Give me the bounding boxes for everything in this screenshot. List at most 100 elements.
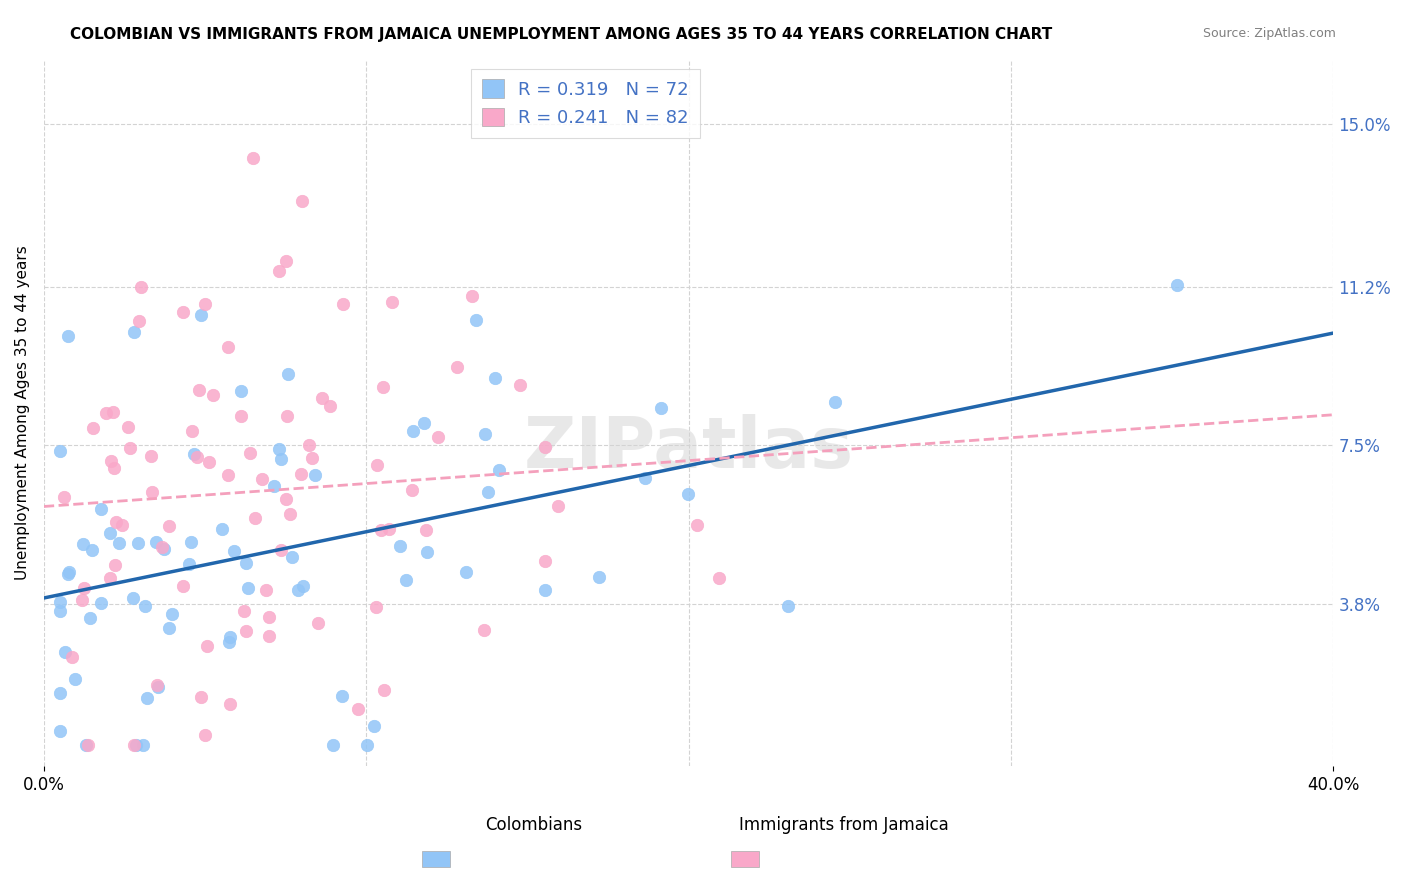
Point [73,581,96,595]
Text: Colombians: Colombians [485,816,582,834]
Point [389,539,412,553]
Point [120,441,142,455]
Point [183,447,205,461]
Point [254,582,277,597]
Point [190,308,212,322]
Point [162,607,184,621]
Point [80,543,103,558]
Point [104,515,127,529]
Point [239,446,262,460]
Point [373,379,395,393]
Point [107,536,129,550]
Point [124,325,146,339]
Point [509,378,531,392]
Text: ZIPatlas: ZIPatlas [523,414,853,483]
Point [153,541,176,556]
Point [242,151,264,165]
Text: Source: ZipAtlas.com: Source: ZipAtlas.com [1202,27,1336,40]
Point [270,542,292,557]
Point [534,583,557,598]
Point [194,297,217,311]
Point [141,449,163,463]
Point [49,686,72,700]
Point [290,467,312,482]
Point [707,570,730,584]
Point [134,599,156,613]
Point [211,522,233,536]
Point [219,698,242,712]
Point [263,478,285,492]
Point [218,630,240,644]
Point [252,472,274,486]
Point [291,194,314,208]
Point [257,610,280,624]
Point [311,391,333,405]
Point [401,483,423,497]
Text: Immigrants from Jamaica: Immigrants from Jamaica [738,816,948,834]
Point [77,738,100,752]
Point [146,678,169,692]
Point [128,314,150,328]
Point [464,313,486,327]
Point [446,360,468,375]
Point [218,634,240,648]
Point [243,511,266,525]
Point [222,543,245,558]
Point [127,536,149,550]
Point [136,690,159,705]
Point [322,738,344,752]
Point [650,401,672,416]
Point [330,689,353,703]
Point [588,570,610,584]
Point [270,452,292,467]
Point [177,557,200,571]
Point [122,738,145,752]
Point [366,458,388,472]
Point [291,579,314,593]
Point [274,253,297,268]
Point [117,420,139,434]
Point [180,534,202,549]
Point [56,328,79,343]
Point [267,263,290,277]
Point [347,702,370,716]
Point [79,611,101,625]
Point [233,604,256,618]
Point [49,444,72,458]
Point [111,517,134,532]
Point [413,417,436,431]
Point [276,409,298,423]
Point [287,583,309,598]
Point [235,556,257,570]
Point [157,621,180,635]
Point [488,463,510,477]
Point [49,604,72,618]
Point [129,279,152,293]
Point [101,405,124,419]
Point [98,525,121,540]
Point [198,455,221,469]
Point [58,567,80,582]
Point [141,484,163,499]
Point [381,294,404,309]
Point [356,738,378,752]
Legend: R = 0.319   N = 72, R = 0.241   N = 82: R = 0.319 N = 72, R = 0.241 N = 82 [471,69,700,138]
Point [90,502,112,516]
Point [277,367,299,381]
Point [676,487,699,501]
Point [1166,277,1188,292]
Point [58,565,80,579]
Point [72,593,94,607]
Point [484,371,506,385]
Point [301,450,323,465]
Point [132,738,155,752]
Point [194,728,217,742]
Point [235,624,257,639]
Point [416,544,439,558]
Point [75,738,97,752]
Point [685,517,707,532]
Point [477,484,499,499]
Point [188,383,211,397]
Point [98,572,121,586]
Point [307,615,329,630]
